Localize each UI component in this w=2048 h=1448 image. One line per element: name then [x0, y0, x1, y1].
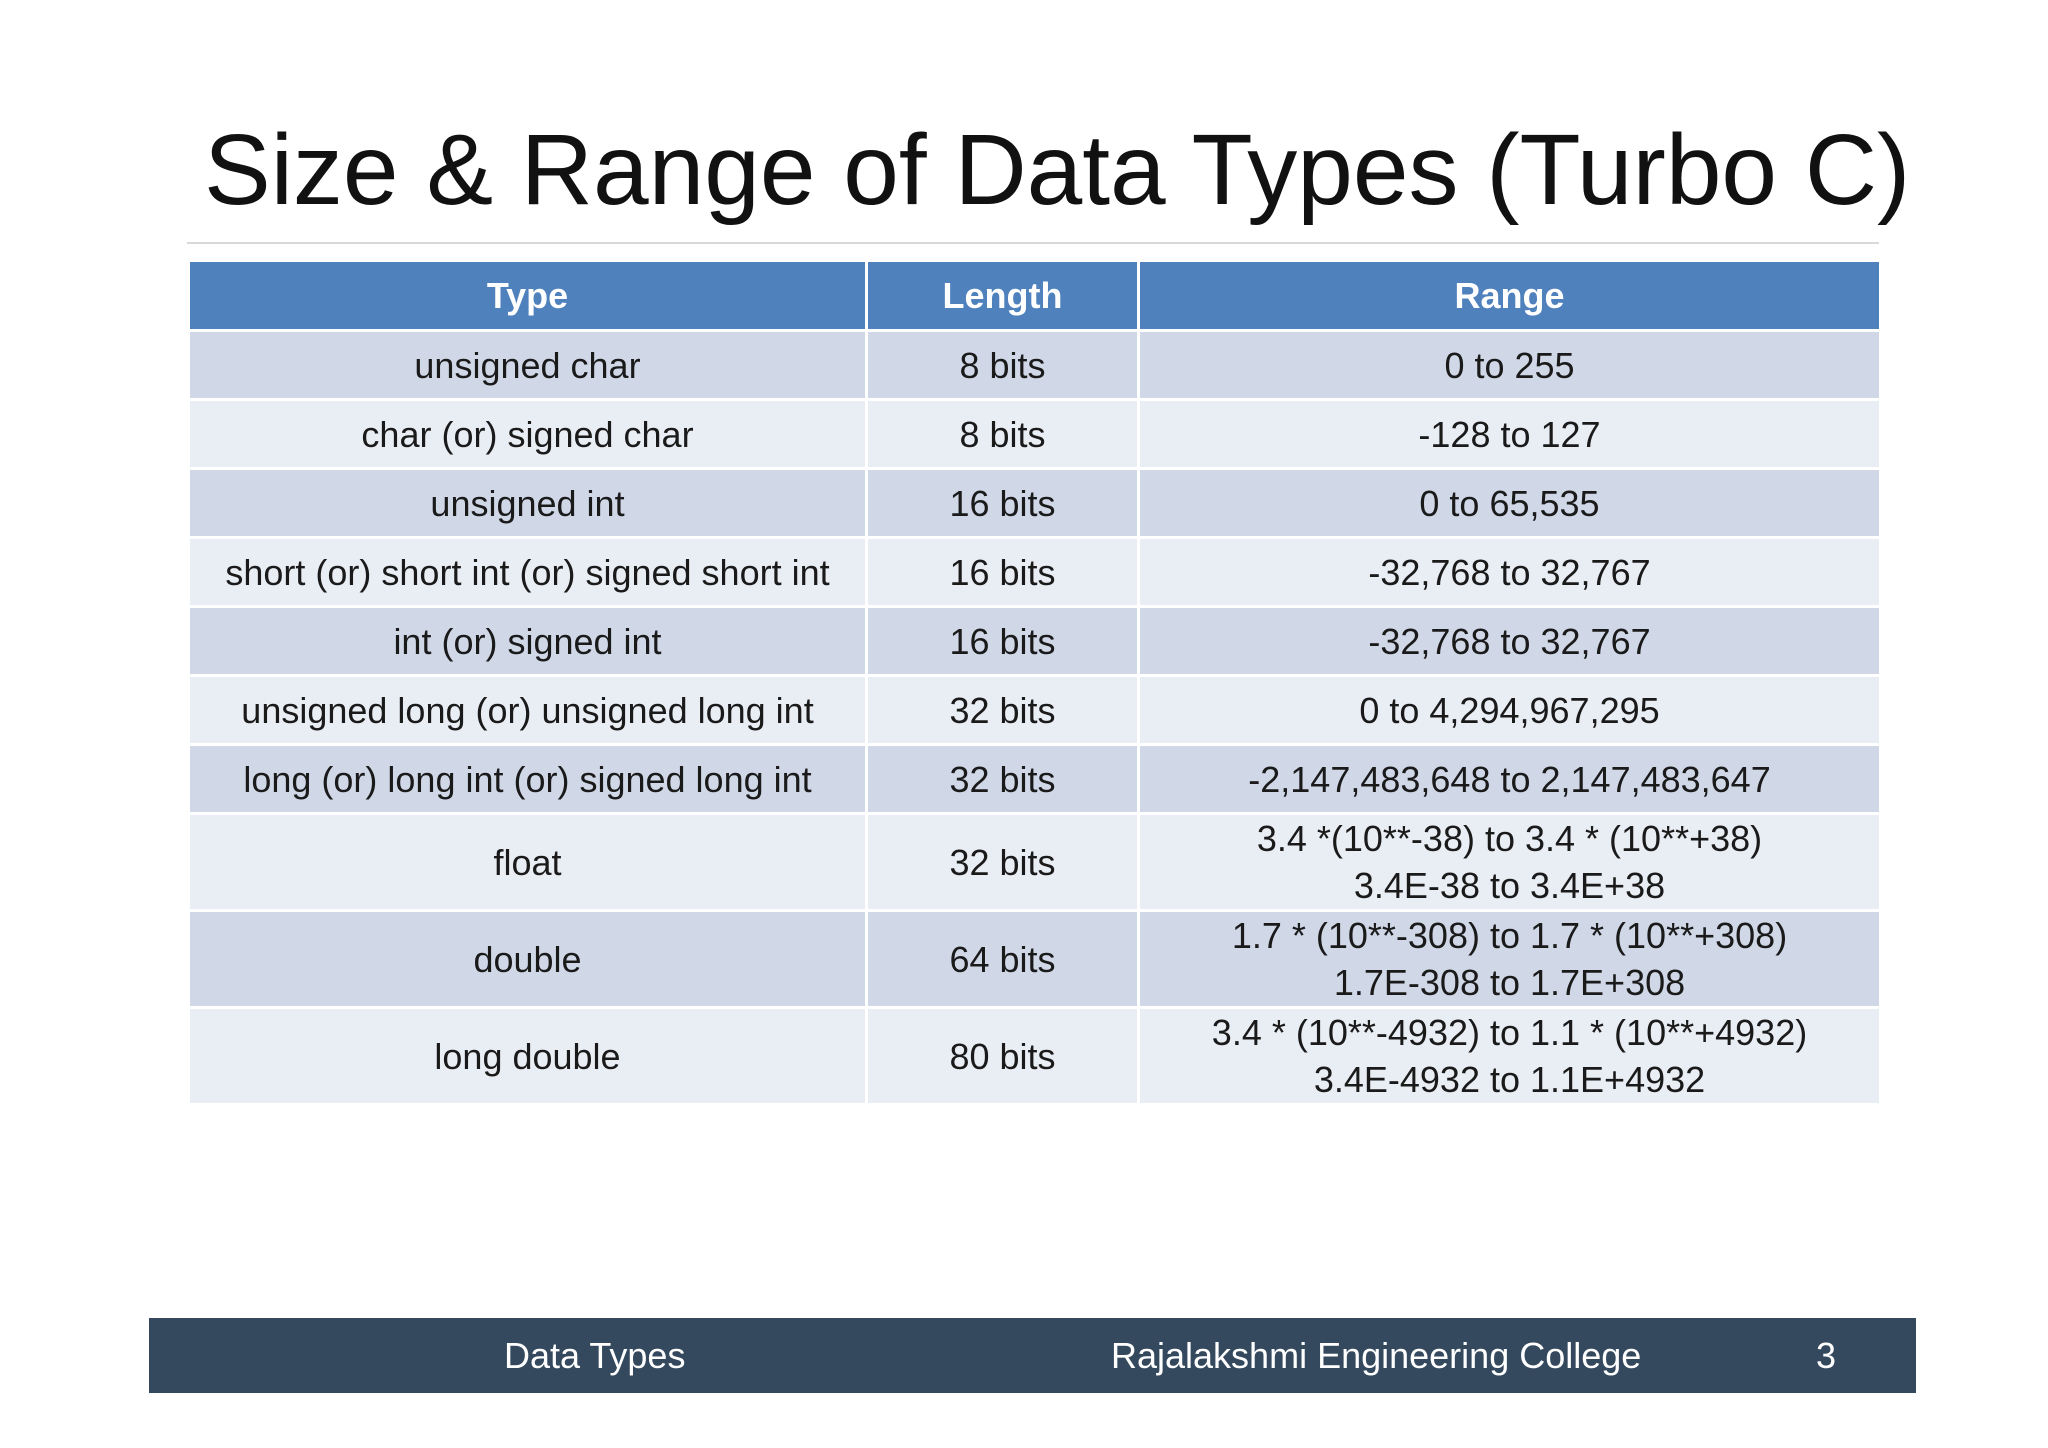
cell-length: 8 bits	[865, 398, 1140, 470]
table-row: unsigned int 16 bits 0 to 65,535	[187, 467, 1882, 539]
range-line: 3.4 *(10**-38) to 3.4 * (10**+38)	[1256, 818, 1763, 859]
data-types-table: Type Length Range unsigned char 8 bits 0…	[187, 259, 1882, 1106]
cell-range: 0 to 4,294,967,295	[1137, 674, 1882, 746]
cell-type: float	[187, 812, 868, 912]
cell-length: 64 bits	[865, 909, 1140, 1009]
range-line: -32,768 to 32,767	[1368, 551, 1651, 593]
range-line: -32,768 to 32,767	[1368, 620, 1651, 662]
slide-title: Size & Range of Data Types (Turbo C)	[204, 114, 1911, 226]
cell-range: -32,768 to 32,767	[1137, 536, 1882, 608]
cell-length: 16 bits	[865, 467, 1140, 539]
cell-length: 32 bits	[865, 812, 1140, 912]
table-row: float 32 bits 3.4 *(10**-38) to 3.4 * (1…	[187, 812, 1882, 912]
table-row: short (or) short int (or) signed short i…	[187, 536, 1882, 608]
footer-bar: Data Types Rajalakshmi Engineering Colle…	[149, 1318, 1916, 1393]
range-line: 1.7 * (10**-308) to 1.7 * (10**+308)	[1231, 915, 1788, 956]
data-types-table-container: Type Length Range unsigned char 8 bits 0…	[187, 259, 1882, 1106]
range-line: 3.4E-38 to 3.4E+38	[1353, 865, 1666, 906]
cell-type: unsigned int	[187, 467, 868, 539]
cell-length: 8 bits	[865, 329, 1140, 401]
cell-type: unsigned char	[187, 329, 868, 401]
cell-type: short (or) short int (or) signed short i…	[187, 536, 868, 608]
cell-range: -128 to 127	[1137, 398, 1882, 470]
header-length: Length	[865, 259, 1140, 332]
cell-range: 1.7 * (10**-308) to 1.7 * (10**+308) 1.7…	[1137, 909, 1882, 1009]
cell-range: -32,768 to 32,767	[1137, 605, 1882, 677]
table-row: int (or) signed int 16 bits -32,768 to 3…	[187, 605, 1882, 677]
cell-length: 32 bits	[865, 674, 1140, 746]
cell-type: double	[187, 909, 868, 1009]
cell-range: 3.4 * (10**-4932) to 1.1 * (10**+4932) 3…	[1137, 1006, 1882, 1106]
footer-institution: Rajalakshmi Engineering College	[1111, 1335, 1642, 1376]
cell-length: 80 bits	[865, 1006, 1140, 1106]
header-range: Range	[1137, 259, 1882, 332]
cell-type: char (or) signed char	[187, 398, 868, 470]
cell-type: long (or) long int (or) signed long int	[187, 743, 868, 815]
table-row: long (or) long int (or) signed long int …	[187, 743, 1882, 815]
cell-type: long double	[187, 1006, 868, 1106]
table-header-row: Type Length Range	[187, 259, 1882, 332]
cell-range: 0 to 255	[1137, 329, 1882, 401]
table-row: char (or) signed char 8 bits -128 to 127	[187, 398, 1882, 470]
table-row: unsigned long (or) unsigned long int 32 …	[187, 674, 1882, 746]
footer-topic: Data Types	[504, 1335, 686, 1376]
table-row: long double 80 bits 3.4 * (10**-4932) to…	[187, 1006, 1882, 1106]
range-line: 0 to 4,294,967,295	[1359, 689, 1660, 731]
range-line: -2,147,483,648 to 2,147,483,647	[1248, 758, 1771, 800]
range-line: 3.4 * (10**-4932) to 1.1 * (10**+4932)	[1211, 1012, 1808, 1053]
cell-length: 16 bits	[865, 605, 1140, 677]
cell-length: 16 bits	[865, 536, 1140, 608]
title-divider	[187, 242, 1879, 244]
cell-length: 32 bits	[865, 743, 1140, 815]
cell-range: 3.4 *(10**-38) to 3.4 * (10**+38) 3.4E-3…	[1137, 812, 1882, 912]
range-line: 3.4E-4932 to 1.1E+4932	[1313, 1059, 1706, 1100]
cell-type: int (or) signed int	[187, 605, 868, 677]
cell-range: 0 to 65,535	[1137, 467, 1882, 539]
footer-page-number: 3	[1816, 1335, 1837, 1376]
cell-type: unsigned long (or) unsigned long int	[187, 674, 868, 746]
table-row: double 64 bits 1.7 * (10**-308) to 1.7 *…	[187, 909, 1882, 1009]
header-type: Type	[187, 259, 868, 332]
range-line: 1.7E-308 to 1.7E+308	[1333, 962, 1686, 1003]
table-row: unsigned char 8 bits 0 to 255	[187, 329, 1882, 401]
range-line: 0 to 65,535	[1419, 482, 1600, 524]
table-body: unsigned char 8 bits 0 to 255 char (or) …	[187, 329, 1882, 1106]
range-line: -128 to 127	[1418, 413, 1601, 455]
range-line: 0 to 255	[1444, 344, 1575, 386]
cell-range: -2,147,483,648 to 2,147,483,647	[1137, 743, 1882, 815]
